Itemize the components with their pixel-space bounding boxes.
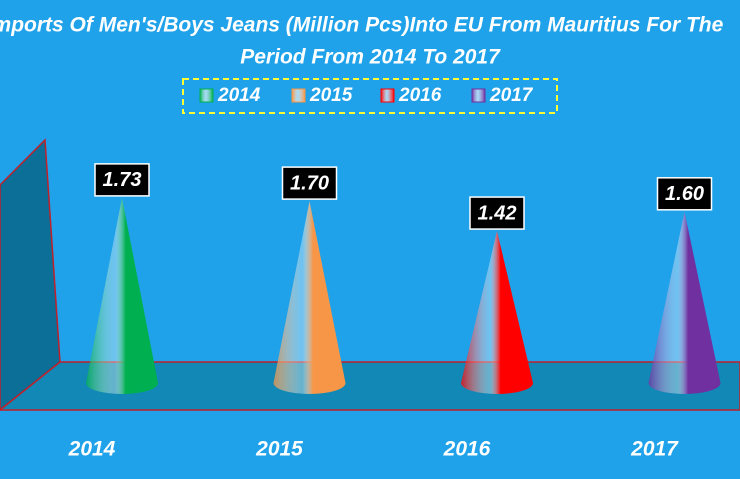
legend-label: 2015: [309, 85, 353, 106]
legend-box: [182, 78, 558, 114]
value-label-box: [469, 196, 525, 230]
cone: [648, 211, 721, 395]
cone: [273, 201, 346, 395]
legend-label: 2017: [489, 85, 534, 106]
chart-title: Imports Of Men's/Boys Jeans (Million Pcs…: [0, 14, 724, 37]
cone: [86, 197, 158, 394]
value-label: 1.70: [290, 172, 329, 194]
legend-label: 2016: [398, 85, 442, 106]
legend-label: 2014: [217, 85, 261, 106]
legend-swatch: [291, 88, 306, 103]
value-label: 1.73: [103, 169, 142, 191]
cone: [461, 231, 533, 394]
value-label-box: [656, 177, 713, 211]
legend-swatch: [199, 88, 214, 103]
value-label-box: [281, 166, 338, 200]
value-label-box: [94, 163, 150, 197]
legend-swatch: [471, 88, 486, 103]
chart-title: Period From 2014 To 2017: [240, 46, 501, 69]
x-tick-label: 2017: [630, 438, 679, 461]
legend-swatch: [380, 88, 395, 103]
value-label: 1.42: [478, 202, 517, 224]
x-tick-label: 2015: [255, 438, 303, 461]
x-tick-label: 2016: [443, 438, 491, 461]
value-label: 1.60: [665, 183, 704, 205]
x-tick-label: 2014: [68, 438, 116, 461]
